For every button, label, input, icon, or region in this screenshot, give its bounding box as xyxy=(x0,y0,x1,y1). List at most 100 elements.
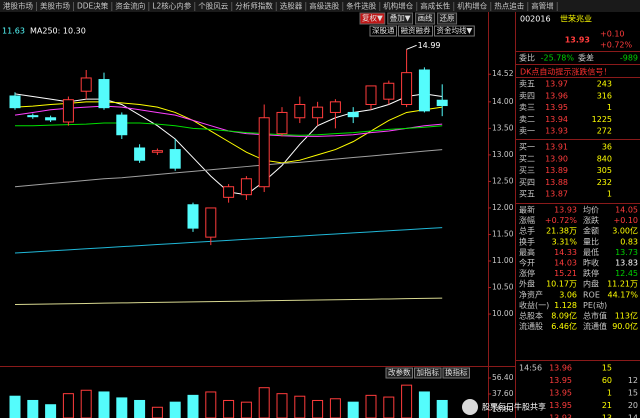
indicator-button[interactable] xyxy=(414,367,442,379)
menu-tab[interactable]: 美股市场 xyxy=(40,1,70,11)
stat-label: 昨收 xyxy=(583,258,599,268)
promo-text[interactable]: DK点自动提示涨跌信号！ xyxy=(520,67,611,77)
volume-bar xyxy=(187,394,199,418)
stat-label: 换手 xyxy=(519,236,535,246)
y-tick-label: 37.60 xyxy=(492,389,514,398)
menu-tab[interactable]: 选股器 xyxy=(280,1,303,11)
menu-tab[interactable]: 机构增仓 xyxy=(383,1,413,11)
indicator-button[interactable] xyxy=(442,367,470,379)
toolbar-tab[interactable] xyxy=(398,25,433,37)
candle-body xyxy=(134,147,146,161)
watermark-text: 股票每日牛股共享 xyxy=(482,402,546,412)
menu-tab[interactable]: DDE决策 xyxy=(77,1,109,11)
moving-average-line xyxy=(14,149,443,188)
stat-label: 总市值 xyxy=(583,311,607,321)
toolbar-button[interactable] xyxy=(387,12,414,25)
stat-label: 净资产 xyxy=(519,289,543,299)
stat-label: 量比 xyxy=(583,236,599,246)
book-price: 13.87 xyxy=(545,190,568,199)
trade-volume: 60 xyxy=(602,376,612,385)
menu-tab[interactable]: 个股风云 xyxy=(198,2,228,11)
candle-body xyxy=(98,79,110,109)
last-price: 13.93 xyxy=(565,36,590,45)
stat-value: 1.128 xyxy=(554,301,577,310)
candle-body xyxy=(294,103,306,119)
stat-label: 最新 xyxy=(519,205,535,215)
toolbar-button-label: 画线 xyxy=(418,13,433,23)
book-volume: 243 xyxy=(597,80,612,89)
price-change-pct: +0.72% xyxy=(600,41,633,50)
toolbar-button[interactable] xyxy=(359,12,386,25)
book-price: 13.95 xyxy=(545,103,568,112)
menu-tab[interactable]: 分析师指数 xyxy=(235,1,273,11)
toolbar-button[interactable] xyxy=(437,12,458,25)
volume-bar xyxy=(365,394,377,418)
menu-tab[interactable]: 高成长性 xyxy=(420,1,450,11)
book-volume: 1 xyxy=(607,190,612,199)
trade-count: 20 xyxy=(628,401,638,410)
trade-price: 13.95 xyxy=(549,376,572,385)
indicator-button-label: 换指标 xyxy=(445,367,468,377)
y-tick-label: 11.50 xyxy=(492,229,514,238)
stat-label: 最低 xyxy=(583,247,599,257)
toolbar-button[interactable] xyxy=(415,12,436,25)
menu-tab[interactable]: L2核心内参 xyxy=(152,1,191,11)
stat-value: 13.83 xyxy=(615,259,638,268)
stat-value: 0.83 xyxy=(620,237,638,246)
trade-price: 13.95 xyxy=(549,401,572,410)
stat-value: 13.93 xyxy=(554,206,577,215)
menu-tab[interactable]: 港股市场 xyxy=(3,1,33,11)
menu-tab[interactable]: 高级选股 xyxy=(309,1,339,11)
stat-value: +0.72% xyxy=(545,216,578,225)
menu-tab[interactable]: 高管增 xyxy=(531,1,554,11)
candle-body xyxy=(383,82,395,100)
candle-body xyxy=(9,95,21,109)
y-tick-label: 12.50 xyxy=(492,176,514,185)
candle-body xyxy=(258,117,270,188)
volume-bar xyxy=(9,395,21,418)
book-volume: 1 xyxy=(607,103,612,112)
menu-tab[interactable]: 资金流向 xyxy=(115,1,145,11)
book-price: 13.94 xyxy=(545,115,568,124)
stat-value: 90.0亿 xyxy=(612,321,638,331)
menu-tab[interactable]: 条件选股 xyxy=(346,1,376,11)
moving-average-line xyxy=(14,227,443,254)
y-tick-label: 13.00 xyxy=(492,150,514,159)
candle-body xyxy=(365,85,377,105)
book-price: 13.89 xyxy=(545,166,568,175)
stat-label: 流通值 xyxy=(583,321,607,331)
stat-label: 今开 xyxy=(519,258,535,268)
book-volume: 36 xyxy=(602,143,612,152)
ratio-label: 委差 xyxy=(578,53,594,63)
stat-label: PE(动) xyxy=(583,300,607,310)
book-volume: 840 xyxy=(597,154,612,163)
stat-label: 均价 xyxy=(583,205,599,215)
stat-value: 21.38万 xyxy=(546,227,577,236)
candle-body xyxy=(205,207,217,238)
candle-body xyxy=(418,69,430,112)
candle-body xyxy=(223,186,235,198)
candle-body xyxy=(436,99,448,107)
y-tick-label: 13.50 xyxy=(492,123,514,132)
candle-body xyxy=(151,150,163,153)
y-tick-label: 10.00 xyxy=(492,309,514,318)
toolbar-tab-label: 资金均线▼ xyxy=(437,25,473,35)
menu-tab[interactable]: 机构增仓 xyxy=(457,1,487,11)
ma-label: MA250: 10.30 xyxy=(30,27,86,36)
book-price: 13.96 xyxy=(545,91,568,100)
candle-body xyxy=(347,111,359,118)
toolbar-tab[interactable] xyxy=(434,25,475,37)
y-tick-label: 11.00 xyxy=(492,256,514,265)
stat-label: 流通股 xyxy=(519,321,543,331)
menu-tab[interactable]: 热点追击 xyxy=(494,1,524,11)
candle-body xyxy=(329,101,341,113)
volume-bar xyxy=(329,398,341,418)
book-volume: 232 xyxy=(597,178,612,187)
book-volume: 1225 xyxy=(592,115,612,124)
candle-body xyxy=(312,106,324,119)
stat-value: 3.00亿 xyxy=(612,226,638,236)
toolbar-tab[interactable] xyxy=(369,25,397,37)
indicator-button[interactable] xyxy=(385,367,413,379)
volume-bar xyxy=(258,387,270,418)
